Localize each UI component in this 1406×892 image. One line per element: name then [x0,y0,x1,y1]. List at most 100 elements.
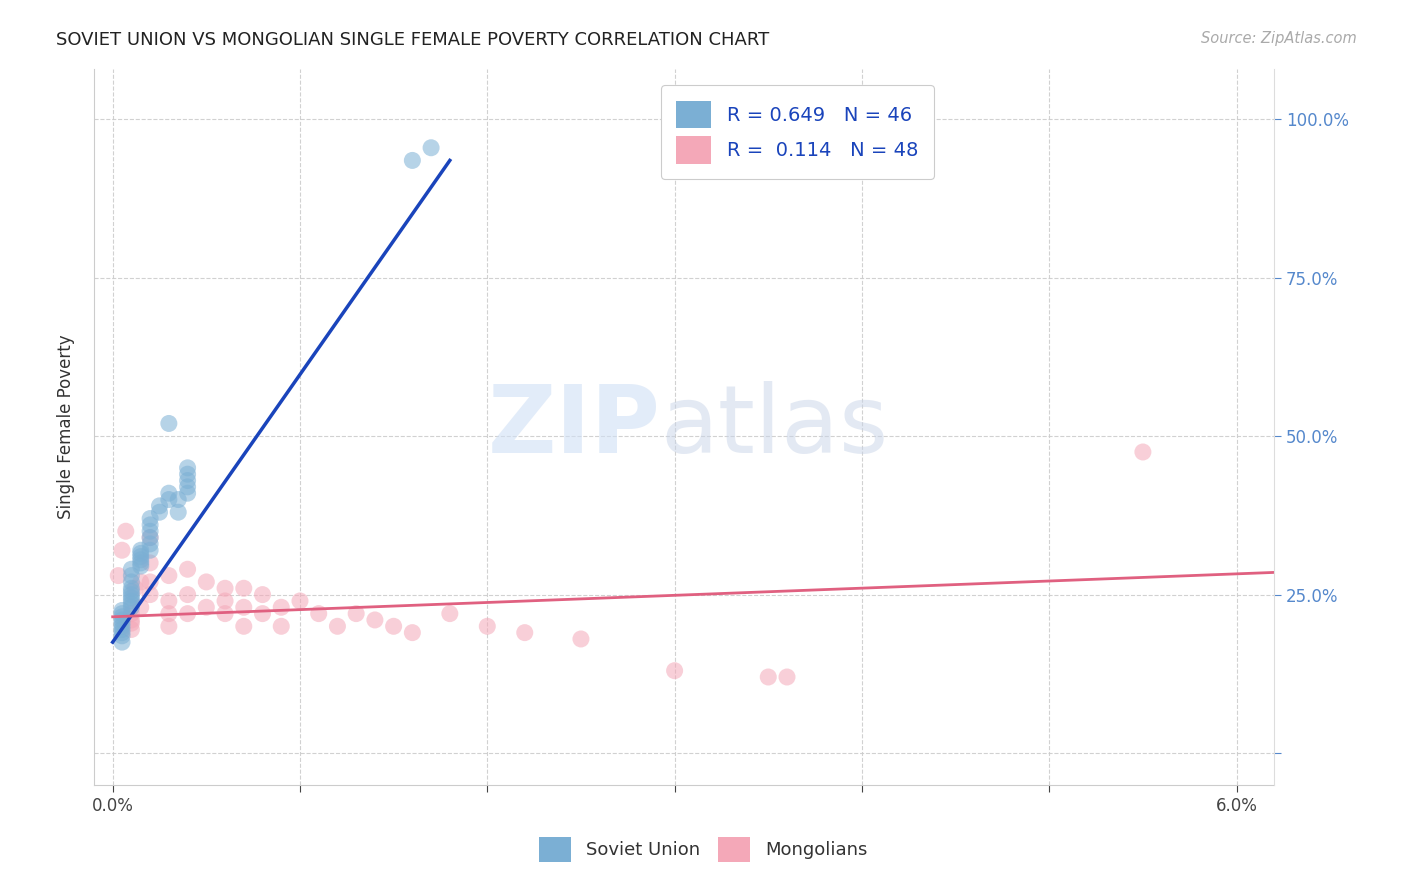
Point [120,623,142,637]
Point [111,629,134,643]
Point [439,607,461,621]
Point [176,588,198,602]
Point [569,632,592,646]
Point [139,531,162,545]
Text: SOVIET UNION VS MONGOLIAN SINGLE FEMALE POVERTY CORRELATION CHART: SOVIET UNION VS MONGOLIAN SINGLE FEMALE … [56,31,769,49]
Point [139,574,162,589]
Point [120,584,142,599]
Point [756,670,779,684]
Point [120,600,142,615]
Point [120,574,142,589]
Legend: Soviet Union, Mongolians: Soviet Union, Mongolians [531,830,875,870]
Text: atlas: atlas [661,381,889,473]
Point [120,581,142,595]
Point [176,467,198,482]
Text: Source: ZipAtlas.com: Source: ZipAtlas.com [1201,31,1357,46]
Point [513,625,536,640]
Point [270,619,292,633]
Point [176,474,198,488]
Point [111,635,134,649]
Point [111,609,134,624]
Point [120,607,142,621]
Point [232,619,254,633]
Legend: R = 0.649   N = 46, R =  0.114   N = 48: R = 0.649 N = 46, R = 0.114 N = 48 [661,86,934,179]
Point [111,607,134,621]
Point [214,607,236,621]
Point [382,619,405,633]
Point [129,549,152,564]
Point [326,619,349,633]
Point [120,562,142,576]
Point [232,581,254,595]
Point [364,613,387,627]
Point [176,562,198,576]
Point [129,559,152,574]
Point [114,524,136,539]
Point [288,594,311,608]
Point [401,153,423,168]
Point [120,594,142,608]
Text: ZIP: ZIP [488,381,661,473]
Point [176,607,198,621]
Point [120,613,142,627]
Point [139,537,162,551]
Point [148,505,170,519]
Point [111,625,134,640]
Point [195,600,218,615]
Point [157,594,180,608]
Point [139,543,162,558]
Point [252,588,274,602]
Point [120,597,142,611]
Point [420,141,443,155]
Point [129,556,152,570]
Point [232,600,254,615]
Point [776,670,799,684]
Point [129,574,152,589]
Point [195,574,218,589]
Point [344,607,367,621]
Point [111,619,134,633]
Point [120,568,142,582]
Point [129,546,152,560]
Point [139,511,162,525]
Point [111,623,134,637]
Point [157,492,180,507]
Point [270,600,292,615]
Point [176,460,198,475]
Point [139,524,162,539]
Point [157,568,180,582]
Point [139,588,162,602]
Point [129,543,152,558]
Point [167,492,190,507]
Point [139,556,162,570]
Y-axis label: Single Female Poverty: Single Female Poverty [58,334,75,519]
Point [176,480,198,494]
Point [252,607,274,621]
Point [176,486,198,500]
Point [148,499,170,513]
Point [664,664,686,678]
Point [214,594,236,608]
Point [477,619,499,633]
Point [129,600,152,615]
Point [214,581,236,595]
Point [167,505,190,519]
Point [111,543,134,558]
Point [107,568,129,582]
Point [139,531,162,545]
Point [157,607,180,621]
Point [308,607,330,621]
Point [157,486,180,500]
Point [120,616,142,631]
Point [401,625,423,640]
Point [139,517,162,532]
Point [157,619,180,633]
Point [157,417,180,431]
Point [129,553,152,567]
Point [120,591,142,605]
Point [111,603,134,617]
Point [120,588,142,602]
Point [111,616,134,631]
Point [1132,445,1154,459]
Point [111,613,134,627]
